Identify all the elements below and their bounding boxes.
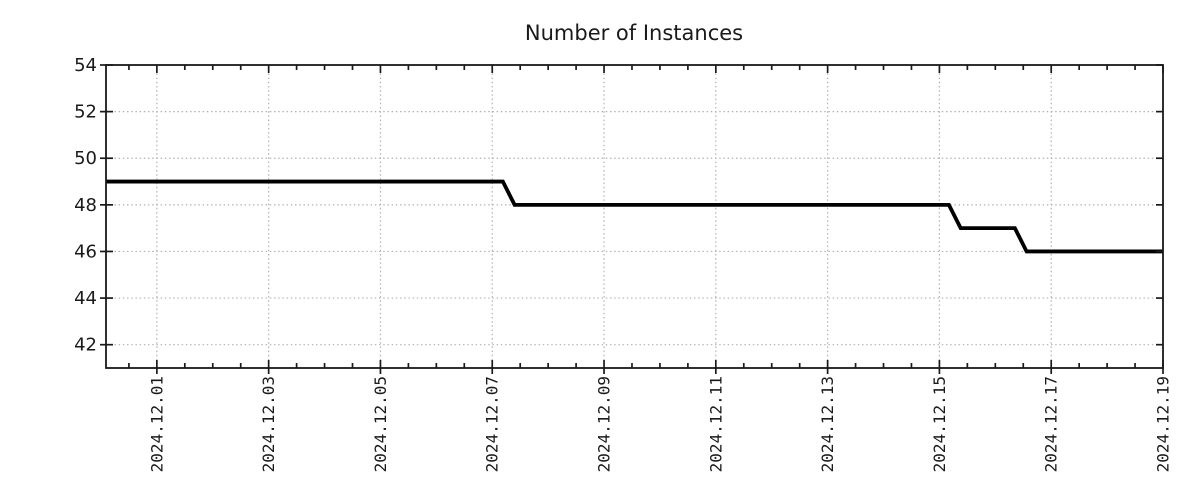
x-tick-label: 2024.12.17 <box>1042 376 1061 472</box>
y-tick-label: 44 <box>74 288 97 309</box>
series-group <box>106 179 1163 254</box>
x-tick-label: 2024.12.05 <box>371 376 390 472</box>
y-tick-label: 42 <box>74 335 97 356</box>
chart-title: Number of Instances <box>525 21 743 45</box>
y-tick-label: 52 <box>74 102 97 123</box>
x-tick-label: 2024.12.11 <box>706 376 725 472</box>
x-axis-labels: 2024.12.01 2024.12.03 2024.12.05 2024.12.07… <box>147 376 1172 472</box>
y-axis-labels: 42 44 46 48 50 52 54 <box>74 55 97 356</box>
y-tick-label: 46 <box>74 241 97 262</box>
x-tick-label: 2024.12.09 <box>595 376 614 472</box>
gridlines <box>106 65 1164 368</box>
y-tick-label: 48 <box>74 195 97 216</box>
y-tick-label: 50 <box>74 148 97 169</box>
x-tick-label: 2024.12.19 <box>1154 376 1173 472</box>
x-tick-label: 2024.12.15 <box>930 376 949 472</box>
y-tick-label: 54 <box>74 55 97 76</box>
series-line <box>106 179 1163 254</box>
x-tick-label: 2024.12.01 <box>147 376 166 472</box>
x-tick-label: 2024.12.07 <box>483 376 502 472</box>
x-tick-label: 2024.12.03 <box>259 376 278 472</box>
x-tick-label: 2024.12.13 <box>818 376 837 472</box>
plot-border <box>105 64 1164 369</box>
